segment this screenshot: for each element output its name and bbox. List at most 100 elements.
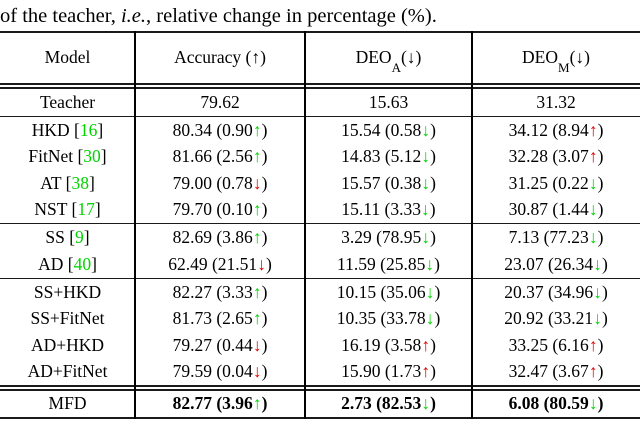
- trend-arrow-icon: ↓: [588, 172, 598, 193]
- accuracy-cell: 79.62: [200, 91, 240, 112]
- horizontal-double-rule: [0, 83, 640, 89]
- horizontal-rule-top: [0, 31, 640, 33]
- table-row-ss-hkd: SS+HKD 82.27 (3.33 ↑) 10.15 (35.06 ↓) 20…: [0, 279, 640, 306]
- citation-link[interactable]: 16: [79, 119, 98, 140]
- column-divider: [471, 31, 473, 419]
- trend-arrow-icon: ↓: [252, 361, 262, 381]
- col-header-model: Model: [44, 47, 91, 68]
- trend-arrow-icon: ↑: [252, 146, 262, 166]
- subscript: M: [558, 60, 570, 75]
- deo-m-cell: 23.07 (26.34 ↓): [504, 253, 608, 274]
- model-cell: MFD: [48, 393, 87, 414]
- trend-arrow-icon: ↓: [425, 308, 435, 328]
- results-table: Model Accuracy (↑) DEO A (↓) DEO M (↓) Tea…: [0, 31, 640, 419]
- trend-arrow-icon: ↓: [421, 119, 431, 140]
- trend-arrow-icon: ↑: [588, 119, 598, 140]
- model-cell: AD [40]: [38, 253, 97, 274]
- trend-arrow-icon: ↓: [425, 281, 435, 302]
- accuracy-cell: 62.49 (21.51 ↓): [168, 253, 272, 274]
- deo-m-cell: 32.28 (3.07 ↑): [508, 146, 604, 166]
- table-row-ad-hkd: AD+HKD 79.27 (0.44 ↓) 16.19 (3.58 ↑) 33.…: [0, 332, 640, 359]
- accuracy-cell: 81.73 (2.65 ↑): [172, 308, 268, 328]
- trend-arrow-icon: ↑: [588, 361, 598, 381]
- trend-arrow-icon: ↓: [420, 199, 430, 219]
- deo-a-cell: 15.57 (0.38 ↓): [341, 172, 436, 193]
- horizontal-double-rule: [0, 385, 640, 391]
- deo-a-cell: 14.83 (5.12 ↓): [341, 146, 436, 166]
- table-row-fitnet: FitNet [30] 81.66 (2.56 ↑) 14.83 (5.12 ↓…: [0, 144, 640, 171]
- model-cell: FitNet [30]: [28, 146, 107, 166]
- trend-arrow-icon: ↓: [588, 199, 598, 219]
- accuracy-cell: 82.69 (3.86 ↑): [172, 226, 268, 247]
- table-row-teacher: Teacher 79.62 15.63 31.32: [0, 89, 640, 116]
- trend-arrow-icon: ↓: [593, 308, 602, 328]
- deo-a-cell: 15.54 (0.58 ↓): [341, 119, 436, 140]
- table-row-at: AT [38] 79.00 (0.78 ↓) 15.57 (0.38 ↓) 31…: [0, 170, 640, 197]
- trend-arrow-icon: ↑: [588, 146, 598, 166]
- accuracy-cell: 82.77 (3.96 ↑): [172, 393, 268, 414]
- caption-text: of the teacher,: [0, 5, 121, 27]
- trend-arrow-icon: ↓: [588, 393, 598, 414]
- deo-a-cell: 10.15 (35.06 ↓): [336, 281, 441, 302]
- horizontal-rule: [0, 223, 640, 224]
- trend-arrow-icon: ↓: [252, 334, 262, 355]
- trend-arrow-icon: ↑: [252, 393, 262, 414]
- deo-a-cell: 16.19 (3.58 ↑): [341, 334, 436, 355]
- citation-link[interactable]: 9: [75, 226, 84, 247]
- deo-a-cell: 15.63: [368, 91, 409, 112]
- model-cell: SS [9]: [45, 226, 90, 247]
- trend-arrow-icon: ↑: [252, 226, 262, 247]
- deo-a-cell: 15.90 (1.73 ↑): [341, 361, 436, 381]
- trend-arrow-icon: ↑: [588, 334, 598, 355]
- trend-arrow-icon: ↓: [421, 226, 431, 247]
- caption-italic-abbrev: i.e.: [120, 5, 147, 27]
- trend-arrow-icon: ↓: [252, 172, 262, 193]
- deo-a-cell: 15.11 (3.33 ↓): [341, 199, 436, 219]
- model-cell: AD+HKD: [30, 334, 105, 355]
- table-row-ad: AD [40] 62.49 (21.51 ↓) 11.59 (25.85 ↓) …: [0, 251, 640, 278]
- horizontal-rule: [0, 278, 640, 279]
- citation-link[interactable]: 40: [73, 253, 92, 274]
- deo-m-cell: 31.25 (0.22 ↓): [508, 172, 604, 193]
- trend-arrow-icon: ↓: [257, 253, 266, 274]
- deo-a-cell: 10.35 (33.78 ↓): [336, 308, 441, 328]
- trend-arrow-icon: ↑: [252, 119, 262, 140]
- trend-arrow-icon: ↓: [421, 393, 431, 414]
- table-row-hkd: HKD [16] 80.34 (0.90 ↑) 15.54 (0.58 ↓) 3…: [0, 117, 640, 144]
- column-divider: [134, 31, 136, 419]
- deo-m-cell: 32.47 (3.67 ↑): [508, 361, 604, 381]
- accuracy-cell: 79.00 (0.78 ↓): [172, 172, 268, 193]
- trend-arrow-icon: ↓: [421, 172, 431, 193]
- citation-link[interactable]: 38: [71, 172, 89, 193]
- table-caption: of the teacher, i.e., relative change in…: [0, 5, 437, 27]
- accuracy-cell: 82.27 (3.33 ↑): [172, 281, 268, 302]
- horizontal-rule: [0, 116, 640, 117]
- deo-a-cell: 11.59 (25.85 ↓): [337, 253, 440, 274]
- model-cell: SS+FitNet: [30, 308, 105, 328]
- table-row-ss: SS [9] 82.69 (3.86 ↑) 3.29 (78.95 ↓) 7.1…: [0, 224, 640, 251]
- deo-m-cell: 20.37 (34.96 ↓): [504, 281, 608, 302]
- citation-link[interactable]: 30: [83, 146, 101, 166]
- deo-a-cell: 2.73 (82.53 ↓): [341, 393, 436, 414]
- citation-link[interactable]: 17: [77, 199, 95, 219]
- accuracy-cell: 79.27 (0.44 ↓): [172, 334, 268, 355]
- trend-arrow-icon: ↑: [252, 281, 262, 302]
- deo-m-cell: 7.13 (77.23 ↓): [508, 226, 604, 247]
- header-row: Model Accuracy (↑) DEO A (↓) DEO M (↓): [0, 33, 640, 83]
- col-header-accuracy: Accuracy (↑): [174, 47, 266, 68]
- deo-m-cell: 6.08 (80.59 ↓): [508, 393, 604, 414]
- accuracy-cell: 81.66 (2.56 ↑): [172, 146, 268, 166]
- trend-arrow-icon: ↑: [252, 308, 262, 328]
- col-header-deo-m: DEO M (↓): [522, 47, 590, 75]
- trend-arrow-icon: ↑: [252, 199, 262, 219]
- trend-arrow-icon: ↑: [421, 334, 431, 355]
- horizontal-rule-bottom: [0, 417, 640, 419]
- model-cell: NST [17]: [34, 199, 101, 219]
- accuracy-cell: 79.70 (0.10 ↑): [172, 199, 268, 219]
- model-cell: HKD [16]: [31, 119, 104, 140]
- model-cell: AD+FitNet: [27, 361, 108, 381]
- deo-m-cell: 20.92 (33.21 ↓): [504, 308, 608, 328]
- trend-arrow-icon: ↓: [421, 146, 431, 166]
- trend-arrow-icon: ↑: [421, 361, 431, 381]
- model-cell: SS+HKD: [33, 281, 102, 302]
